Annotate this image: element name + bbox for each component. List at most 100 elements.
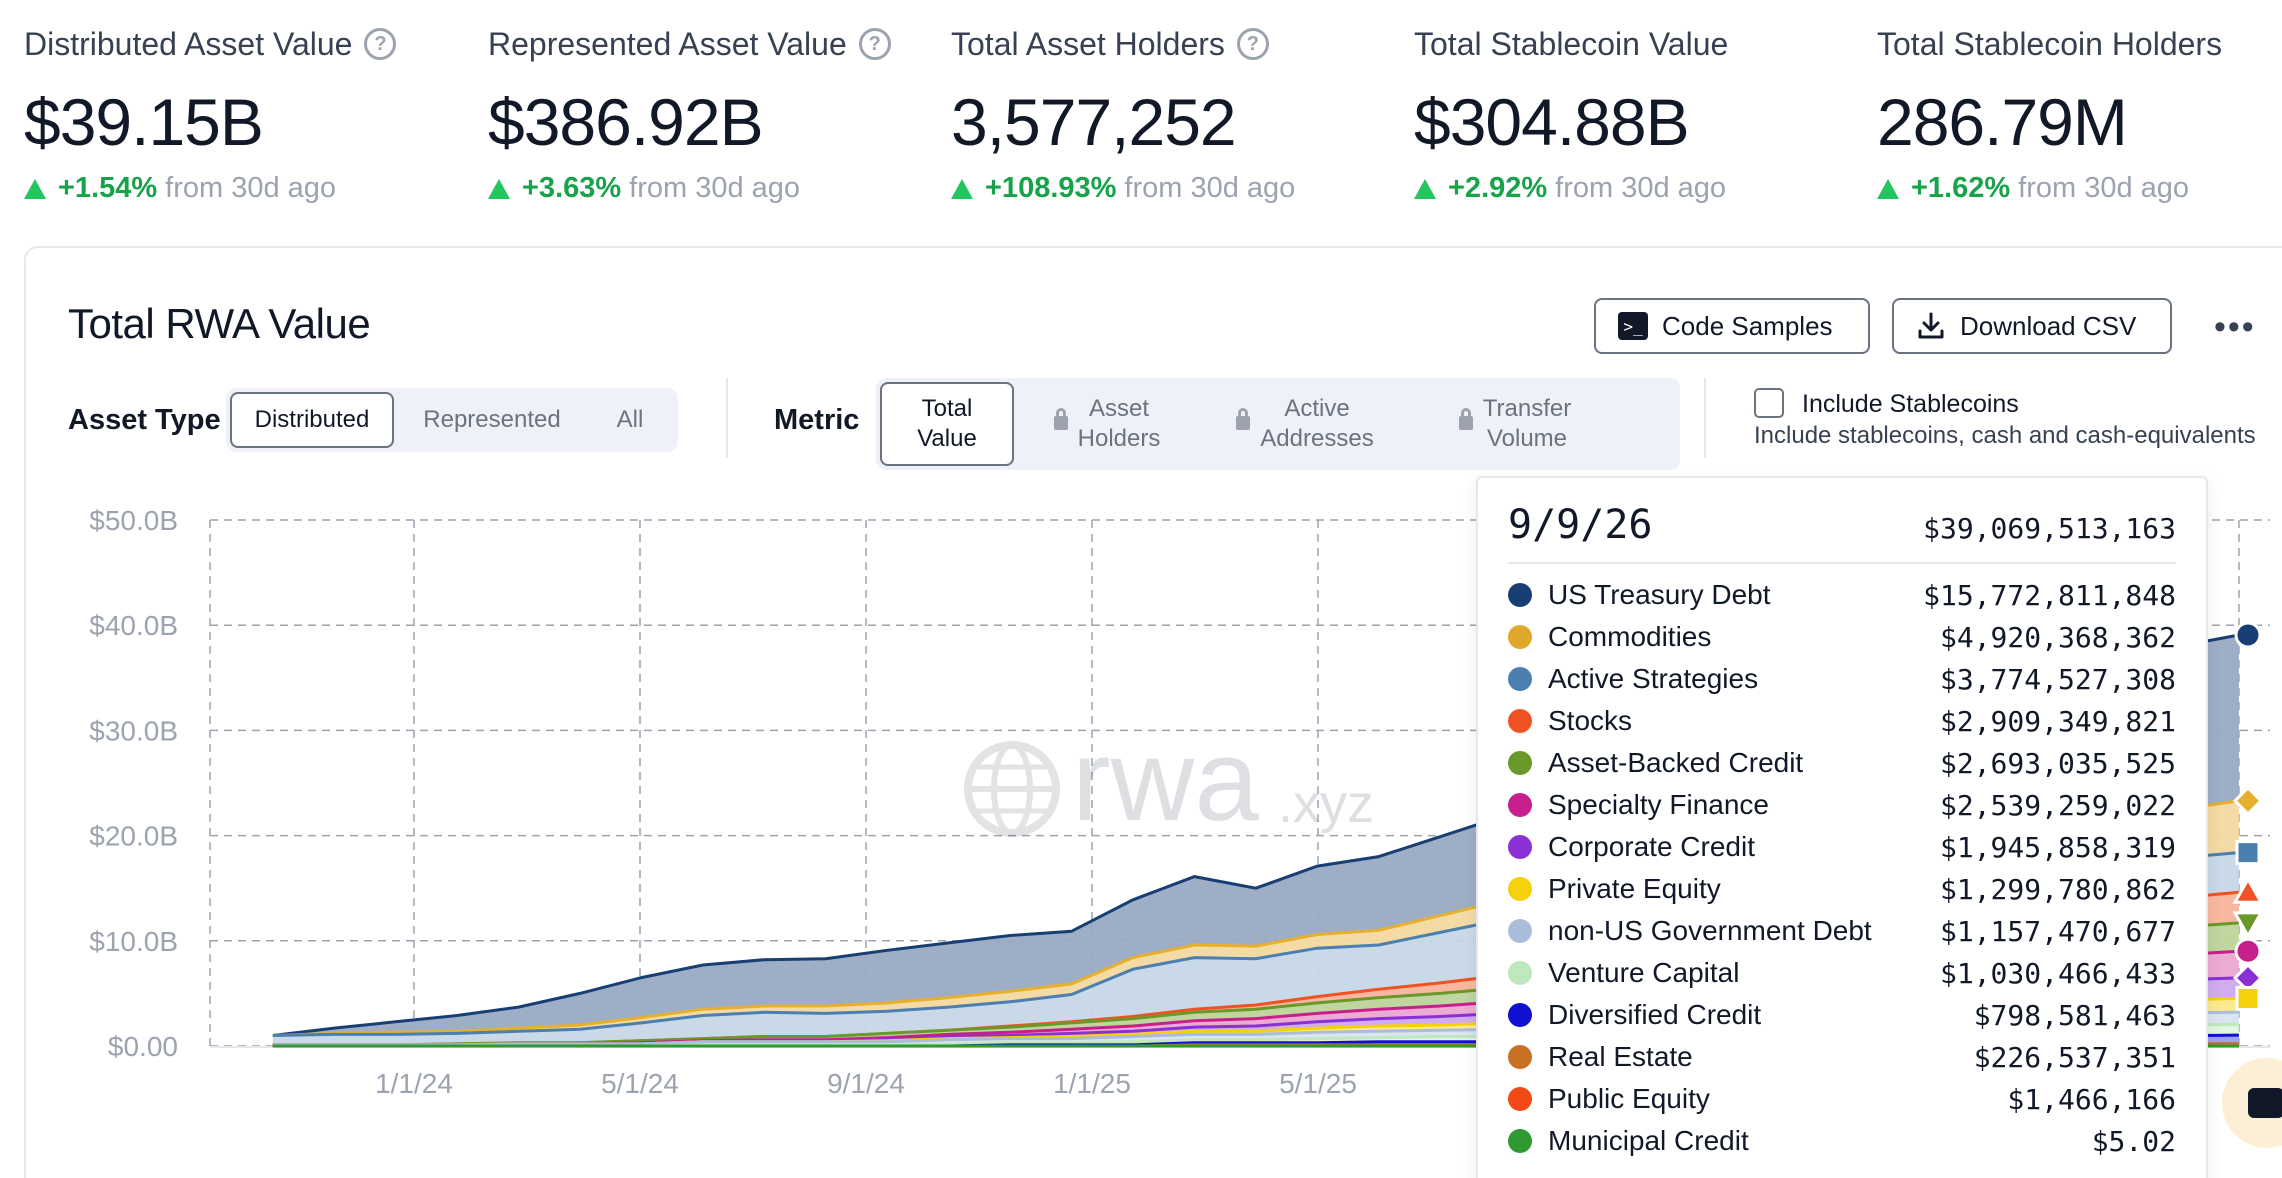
metric-line: Active [1284, 395, 1350, 422]
series-end-marker [2234, 937, 2262, 965]
arrow-up-icon [1414, 178, 1436, 199]
tooltip-row: US Treasury Debt $15,772,811,848 [1508, 574, 2176, 616]
arrow-up-icon [951, 178, 973, 199]
chart-end-markers [2232, 621, 2264, 1011]
tooltip-series-value: $1,945,858,319 [1939, 830, 2176, 864]
stat-change-suffix: from 30d ago [2018, 172, 2190, 204]
stat-card-distributed: Distributed Asset Value? $39.15B +1.54% f… [24, 20, 464, 205]
tooltip-series-value: $2,539,259,022 [1939, 788, 2176, 822]
tooltip-series-value: $1,030,466,433 [1939, 956, 2176, 990]
include-stablecoins-description: Include stablecoins, cash and cash-equiv… [1754, 422, 2256, 449]
help-icon[interactable]: ? [858, 28, 891, 60]
stat-title: Total Stablecoin Holders [1877, 25, 2223, 62]
series-dot-icon [1508, 961, 1532, 985]
metric-asset-holders[interactable]: Asset Holders [1014, 382, 1200, 466]
tooltip-row: Private Equity $1,299,780,862 [1508, 868, 2176, 910]
tooltip-row: Active Strategies $3,774,527,308 [1508, 658, 2176, 700]
tooltip-series-name: non-US Government Debt [1548, 915, 1872, 946]
lock-icon [1236, 408, 1251, 432]
series-dot-icon [1508, 1129, 1532, 1153]
code-samples-button[interactable]: >_ Code Samples [1594, 298, 1870, 354]
help-icon[interactable]: ? [1236, 28, 1269, 60]
help-icon[interactable]: ? [364, 28, 397, 60]
tooltip-series-name: US Treasury Debt [1548, 579, 1771, 610]
include-stablecoins-label[interactable]: Include Stablecoins [1802, 390, 2019, 418]
series-dot-icon [1508, 1087, 1532, 1111]
stat-change-suffix: from 30d ago [165, 172, 337, 204]
download-icon [1918, 312, 1944, 339]
asset-type-label: Asset Type [68, 404, 221, 436]
divider [1704, 378, 1706, 458]
download-csv-button[interactable]: Download CSV [1892, 298, 2172, 354]
tooltip-row: Municipal Credit $5.02 [1508, 1120, 2176, 1162]
series-dot-icon [1508, 793, 1532, 817]
y-tick-label: $40.0B [89, 610, 178, 641]
tooltip-series-name: Diversified Credit [1548, 999, 1762, 1030]
y-tick-label: $20.0B [89, 821, 178, 852]
metric-transfer-volume[interactable]: Transfer Volume [1410, 382, 1620, 466]
series-dot-icon [1508, 835, 1532, 859]
stat-value: 3,577,252 [951, 85, 1237, 159]
tooltip-row: Specialty Finance $2,539,259,022 [1508, 784, 2176, 826]
y-tick-label: $0.00 [108, 1031, 178, 1062]
asset-type-represented[interactable]: Represented [423, 406, 561, 433]
chart-tooltip: 9/9/26 $39,069,513,163 US Treasury Debt $… [1476, 476, 2208, 1178]
tooltip-series-name: Real Estate [1548, 1041, 1693, 1072]
stat-change: +3.63% [522, 172, 622, 204]
metric-line: Transfer [1482, 395, 1572, 422]
metric-active-addresses[interactable]: Active Addresses [1200, 382, 1410, 466]
metric-line: Addresses [1260, 425, 1374, 452]
tooltip-total: $39,069,513,163 [1923, 512, 2176, 545]
include-stablecoins-checkbox[interactable] [1754, 388, 1784, 418]
tooltip-series-value: $15,772,811,848 [1923, 578, 2176, 612]
series-end-marker [2232, 785, 2264, 816]
stat-change-suffix: from 30d ago [1555, 172, 1727, 204]
tooltip-series-name: Commodities [1548, 621, 1712, 652]
series-end-marker [2235, 840, 2261, 866]
series-dot-icon [1508, 667, 1532, 691]
stat-value: $39.15B [24, 85, 264, 159]
stat-title: Represented Asset Value [488, 25, 847, 62]
y-tick-label: $30.0B [89, 715, 178, 746]
download-csv-label: Download CSV [1960, 310, 2137, 341]
tooltip-series-value: $1,466,166 [2007, 1082, 2176, 1116]
metric-total-value[interactable]: Total Value [880, 382, 1014, 466]
stat-change-suffix: from 30d ago [629, 172, 801, 204]
y-tick-label: $50.0B [89, 505, 178, 536]
tooltip-series-value: $798,581,463 [1973, 998, 2176, 1032]
stat-value: $386.92B [488, 85, 764, 159]
tooltip-series-name: Stocks [1548, 705, 1633, 736]
tooltip-row: Stocks $2,909,349,821 [1508, 700, 2176, 742]
tooltip-series-value: $226,537,351 [1973, 1040, 2176, 1074]
tooltip-series-name: Specialty Finance [1548, 789, 1770, 820]
asset-type-all[interactable]: All [616, 406, 644, 433]
stat-value: $304.88B [1414, 85, 1690, 159]
series-dot-icon [1508, 751, 1532, 775]
asset-type-toggle: Distributed Represented All [226, 388, 678, 452]
series-dot-icon [1508, 877, 1532, 901]
more-horizontal-icon[interactable]: ••• [2214, 308, 2256, 346]
tooltip-series-value: $3,774,527,308 [1939, 662, 2176, 696]
metric-line: Asset [1088, 395, 1149, 422]
series-dot-icon [1508, 709, 1532, 733]
stat-card-asset-holders: Total Asset Holders? 3,577,252 +108.93% f… [951, 20, 1391, 205]
series-dot-icon [1508, 1045, 1532, 1069]
divider [726, 378, 728, 458]
series-end-marker [2234, 621, 2262, 649]
asset-type-distributed[interactable]: Distributed [230, 392, 394, 448]
x-tick-label: 1/1/24 [375, 1068, 453, 1099]
series-dot-icon [1508, 919, 1532, 943]
tooltip-row: Venture Capital $1,030,466,433 [1508, 952, 2176, 994]
stat-change: +108.93% [985, 172, 1117, 204]
chart-axes: $0.00 $10.0B $20.0B $30.0B $40.0B $50.0B 1/1/2… [89, 505, 1357, 1099]
tooltip-row: Diversified Credit $798,581,463 [1508, 994, 2176, 1036]
tooltip-row: non-US Government Debt $1,157,470,677 [1508, 910, 2176, 952]
stat-change: +1.62% [1911, 172, 2011, 204]
metric-line: Volume [1486, 425, 1568, 452]
tooltip-date: 9/9/26 [1508, 502, 1653, 548]
series-dot-icon [1508, 1003, 1532, 1027]
series-end-marker [2232, 911, 2264, 939]
lock-icon [1458, 408, 1473, 432]
stats-row: Distributed Asset Value? $39.15B +1.54% f… [0, 0, 2282, 220]
metric-toggle: Total Value Asset Holders Active Addresses … [876, 378, 1680, 470]
